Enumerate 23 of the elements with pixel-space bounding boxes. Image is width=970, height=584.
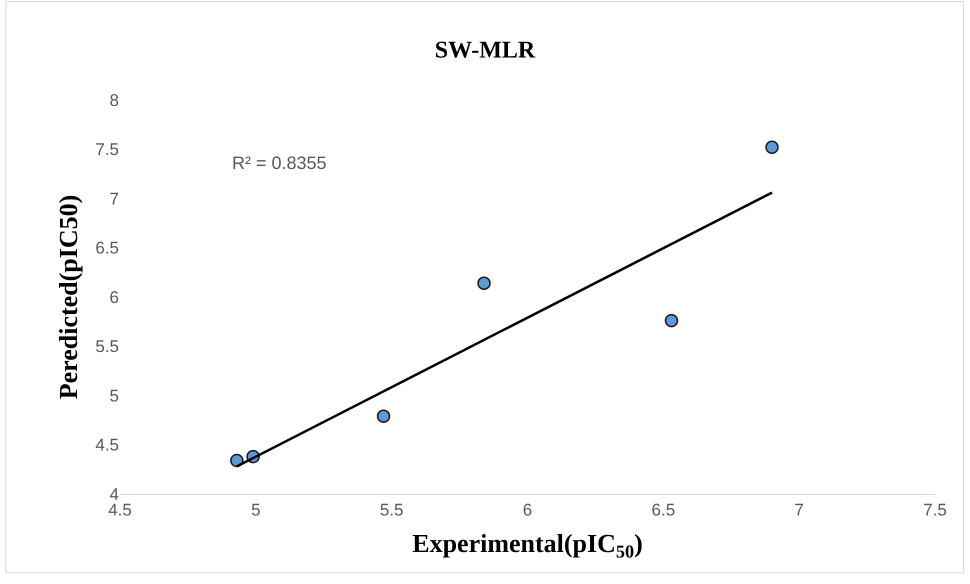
point <box>664 314 678 328</box>
annotation: R² = 0.8355 <box>232 153 327 173</box>
y-tick-label: 6.5 <box>95 238 119 258</box>
y-tick-label: 7 <box>110 189 119 208</box>
chart-title: SW-MLR <box>434 38 536 64</box>
x-tick-label: 7.5 <box>923 500 947 520</box>
point <box>765 140 779 154</box>
x-tick-label: 6.5 <box>652 500 676 520</box>
y-tick-label: 6 <box>110 288 119 307</box>
point <box>376 409 390 423</box>
y-tick-label: 5.5 <box>95 337 119 356</box>
y-axis-title: Peredicted(pIC50) <box>54 194 83 400</box>
point <box>477 276 491 290</box>
y-tick-label: 5 <box>110 386 119 406</box>
x-tick-label: 6 <box>522 500 532 520</box>
y-tick-label: 8 <box>110 90 119 110</box>
y-tick-label: 4.5 <box>95 436 119 455</box>
y-tick-label: 7.5 <box>95 140 119 160</box>
x-axis-title: Experimental(pIC$_{50}$) <box>412 529 643 562</box>
x-tick-label: 5.5 <box>380 500 404 520</box>
x-tick-label: 5 <box>251 500 261 520</box>
y-tick-label: 4 <box>110 484 119 504</box>
x-tick-label: 7 <box>794 500 804 520</box>
